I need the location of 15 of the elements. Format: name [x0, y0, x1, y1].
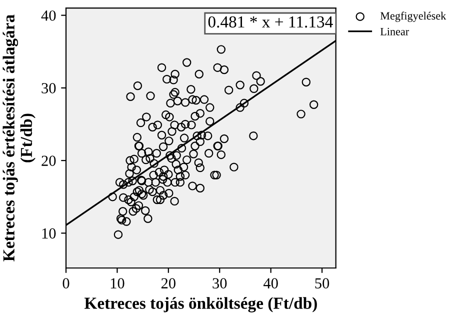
y-axis-title: Ketreces tojás értékesítési átlagára (Ft/db): [2, 14, 36, 262]
y-tick-label: 20: [42, 156, 56, 166]
x-tick-label: 30: [212, 278, 227, 288]
x-tick-label: 0: [62, 278, 70, 288]
x-axis-title: Ketreces tojás önköltsége (Ft/db): [84, 297, 317, 312]
legend-label: Megfigyelések: [380, 12, 446, 22]
x-tick-label: 10: [110, 278, 124, 288]
y-tick-label: 40: [41, 10, 56, 21]
legend-label: Linear: [380, 28, 409, 36]
x-tick-label: 50: [315, 278, 330, 288]
x-tick-label: 40: [263, 278, 278, 288]
annotation: 0.481 * x + 11.134: [208, 16, 333, 28]
y-tick-label: 10: [42, 228, 56, 239]
y-tick-label: 30: [42, 83, 56, 94]
x-tick-label: 20: [161, 278, 176, 288]
